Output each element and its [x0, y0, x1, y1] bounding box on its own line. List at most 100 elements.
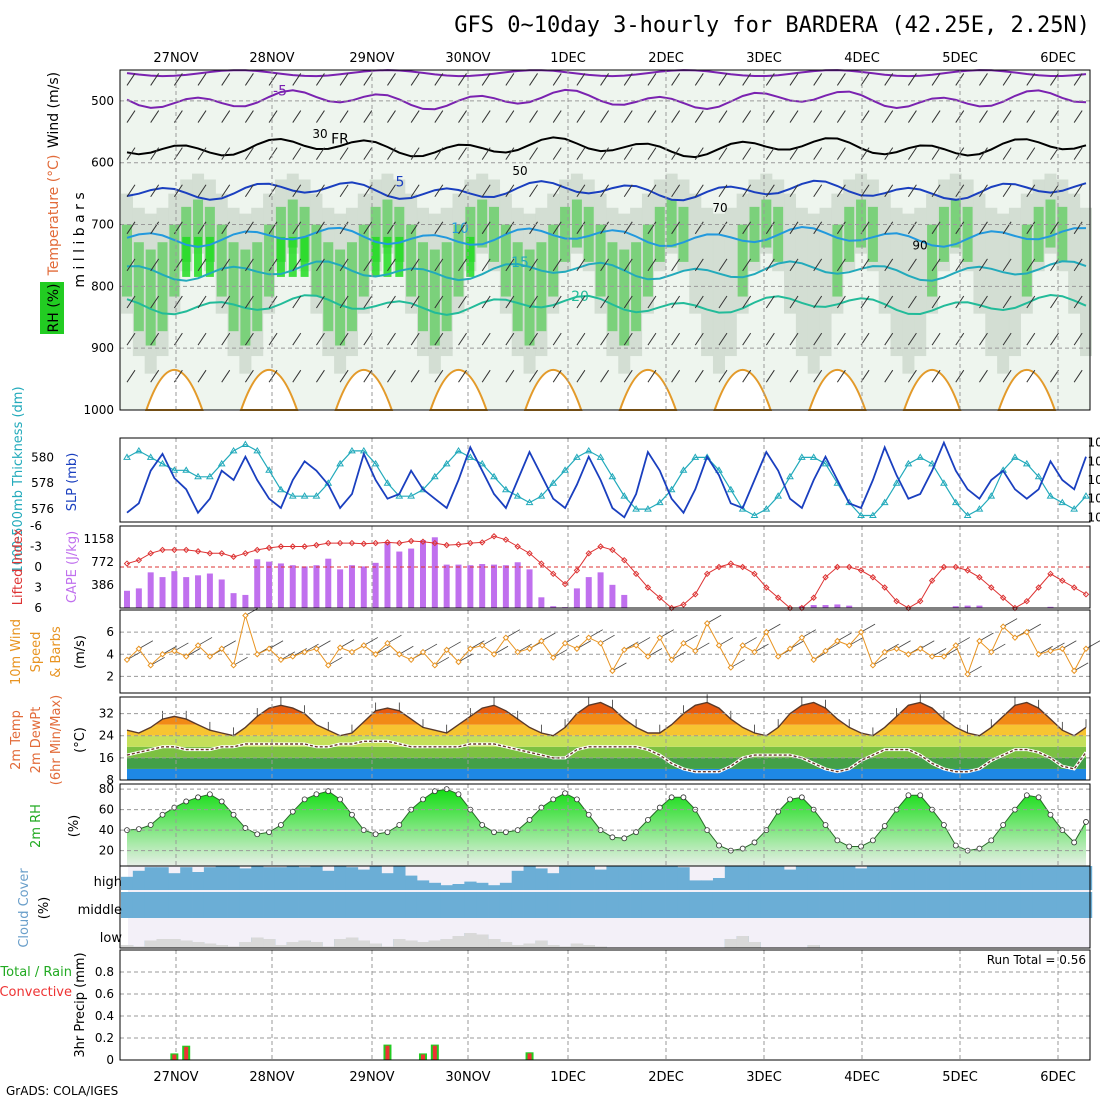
wind-barb — [789, 332, 799, 346]
lifted-index-point — [384, 539, 391, 546]
rh-cell — [276, 236, 285, 277]
rh-point — [798, 794, 805, 801]
wind-barb — [836, 147, 846, 160]
temperature-band — [127, 757, 1086, 769]
lifted-index-point — [502, 536, 510, 543]
cloud-middle-bar — [724, 892, 738, 918]
lifted-index-point — [467, 539, 474, 547]
wind-barb — [316, 73, 325, 86]
wind-barb — [410, 258, 420, 272]
wind-barb — [742, 637, 757, 646]
temperature-band — [127, 735, 1086, 747]
wind-speed-point — [940, 653, 948, 660]
lifted-index-point — [763, 584, 770, 591]
wind-barb — [979, 184, 988, 198]
lifted-index-point — [857, 567, 865, 574]
cloud-middle-bar — [831, 892, 844, 918]
precip-convective-bar — [420, 1054, 425, 1060]
rh-cell — [1045, 199, 1056, 248]
rh-cell — [962, 206, 973, 262]
cloud-high-bar — [369, 866, 382, 890]
rh-point — [621, 835, 628, 842]
rh-point — [230, 811, 237, 818]
rh-point — [218, 798, 225, 805]
thickness-point — [963, 511, 972, 519]
wind-barb — [1002, 258, 1012, 272]
wind-barb — [766, 623, 781, 633]
wind-barb — [647, 147, 657, 160]
cloud-low-fill — [807, 945, 820, 948]
wind-barb — [742, 147, 752, 160]
rh-point — [716, 842, 722, 849]
rh-cell — [169, 224, 180, 297]
lifted-index-point — [739, 563, 746, 571]
wind-speed-point — [455, 658, 462, 666]
wind-barb — [671, 184, 681, 198]
wind-barb — [789, 110, 799, 123]
cloud-high-bar — [452, 884, 465, 890]
wind-speed-point — [502, 634, 510, 641]
cloud-low-fill — [476, 934, 489, 948]
run-total-label: Run Total = 0.56 — [987, 953, 1086, 967]
lifted-index-point — [254, 546, 261, 554]
cloud-middle-bar — [1068, 892, 1081, 918]
wind-barb — [339, 258, 349, 272]
lifted-index-point — [336, 539, 344, 547]
thickness-point — [1082, 492, 1090, 499]
wind-barb — [564, 634, 580, 644]
rh-cell — [395, 236, 404, 277]
wind-barb — [742, 369, 752, 383]
cloud-middle-bar — [855, 892, 868, 918]
wind-barb — [931, 258, 941, 272]
wind-barb — [387, 221, 396, 235]
wind-barb — [481, 332, 491, 346]
temperature-axis-label: (6hr Min/Max) — [49, 695, 64, 785]
cloud-low-fill — [381, 946, 394, 948]
chart-title: GFS 0~10day 3-hourly for BARDERA (42.25E… — [454, 13, 1090, 38]
wind-speed-point — [917, 645, 924, 652]
wind-barb — [907, 332, 917, 346]
date-label-top: 1DEC — [550, 51, 586, 66]
wind-barb — [789, 184, 799, 198]
wind-speed-point — [1070, 667, 1078, 675]
rh-point — [479, 822, 486, 828]
rh-point — [135, 826, 142, 832]
wind-barb — [694, 221, 704, 235]
wind-barb — [410, 295, 420, 309]
wind-barb — [623, 147, 633, 160]
rh-cell — [737, 224, 748, 297]
date-label-bottom: 6DEC — [1040, 1070, 1076, 1085]
rh-cell — [275, 206, 286, 262]
lifted-index-line — [126, 535, 1087, 609]
wind-barb — [647, 184, 657, 198]
precip-total-label: Total / Rain — [0, 965, 72, 980]
wind-barb — [481, 147, 491, 160]
thickness-point — [940, 479, 948, 486]
temperature-band — [127, 702, 1086, 714]
cape-tick-label: 772 — [91, 555, 114, 569]
wind-speed-point — [419, 648, 427, 656]
lifted-index-point — [940, 563, 948, 571]
thickness-point — [726, 485, 735, 493]
cape-bar — [834, 604, 841, 608]
cloud-middle-bar — [251, 892, 264, 918]
cloud-middle-bar — [973, 892, 986, 918]
wind-barb — [541, 632, 556, 642]
lifted-index-point — [621, 556, 628, 564]
wind-barb — [387, 369, 396, 383]
cloud-low-fill — [594, 946, 607, 948]
wind-barb — [138, 640, 154, 650]
cloud-low-fill — [180, 940, 193, 948]
wind-barb — [375, 645, 390, 655]
precip-tick-label: 0.4 — [95, 1009, 114, 1023]
lifted-index-point — [313, 541, 320, 549]
lifted-index-point — [774, 594, 782, 601]
cape-bar — [443, 564, 450, 608]
cloud-low-fill — [322, 946, 335, 948]
lifted-index-point — [561, 580, 569, 588]
rh-point — [254, 831, 261, 838]
cloud-high-bar — [180, 867, 193, 890]
cloud-middle-bar — [985, 892, 998, 918]
wind-barb — [765, 73, 775, 86]
